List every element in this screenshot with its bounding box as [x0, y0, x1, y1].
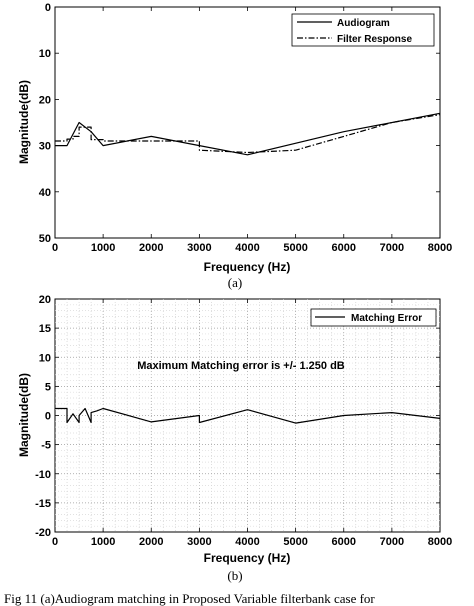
chart-a-ticks: 0 1000 2000 3000 4000 5000 6000 7000 8000 0 10 20 30…	[39, 2, 452, 254]
chart-a-xlabel: Frequency (Hz)	[204, 260, 291, 274]
chart-b-legend: Matching Error	[310, 308, 437, 327]
x-tick-label: 7000	[380, 242, 404, 254]
chart-a-series	[55, 112, 441, 156]
x-tick-label: 3000	[187, 536, 211, 548]
y-tick-label: 15	[39, 323, 51, 335]
y-tick-label: 40	[39, 187, 51, 199]
chart-a-ylabel: Magnitude(dB)	[17, 80, 31, 164]
x-tick-label: 3000	[187, 242, 211, 254]
chart-b-grid	[55, 299, 440, 532]
chart-b-ticks: 0 1000 2000 3000 4000 5000 6000 7000 8000 20 15 10 5…	[35, 294, 452, 548]
x-tick-label: 7000	[380, 536, 404, 548]
chart-a-sublabel: (a)	[228, 275, 242, 290]
x-tick-label: 2000	[139, 242, 163, 254]
y-tick-label: 0	[45, 411, 51, 423]
y-tick-label: 30	[39, 141, 51, 153]
legend-label-audiogram: Audiogram	[337, 18, 390, 29]
y-tick-label: -20	[35, 527, 51, 539]
x-tick-label: 4000	[235, 536, 259, 548]
chart-b-sublabel: (b)	[227, 568, 242, 583]
y-tick-label: 0	[45, 2, 51, 14]
y-tick-label: 5	[45, 381, 51, 393]
y-tick-label: 50	[39, 233, 51, 245]
figure-caption: Fig 11 (a)Audiogram matching in Proposed…	[4, 591, 375, 606]
x-tick-label: 6000	[332, 242, 356, 254]
x-tick-label: 5000	[283, 536, 307, 548]
chart-b-ylabel: Magnitude(dB)	[17, 373, 31, 457]
y-tick-label: -10	[35, 469, 51, 481]
chart-a: 0 1000 2000 3000 4000 5000 6000 7000 8000 0 10 20 30…	[17, 2, 452, 290]
series-line-filter-response	[55, 114, 441, 154]
x-tick-label: 4000	[235, 242, 259, 254]
x-tick-label: 0	[52, 536, 58, 548]
chart-b-legend-box	[310, 308, 437, 327]
y-tick-label: 20	[39, 294, 51, 306]
y-tick-label: 20	[39, 94, 51, 106]
x-tick-label: 6000	[332, 536, 356, 548]
x-tick-label: 1000	[91, 536, 115, 548]
x-tick-label: 8000	[428, 536, 452, 548]
x-tick-label: 5000	[283, 242, 307, 254]
y-tick-label: -15	[35, 498, 51, 510]
legend-label-matching-error: Matching Error	[351, 313, 422, 324]
chart-a-legend-box	[291, 13, 435, 47]
x-tick-label: 2000	[139, 536, 163, 548]
chart-b: 0 1000 2000 3000 4000 5000 6000 7000 8000 20 15 10 5…	[17, 294, 452, 583]
x-tick-label: 8000	[428, 242, 452, 254]
chart-b-series	[55, 407, 441, 424]
x-tick-label: 1000	[91, 242, 115, 254]
y-tick-label: 10	[39, 48, 51, 60]
y-tick-label: 10	[39, 352, 51, 364]
chart-b-xlabel: Frequency (Hz)	[204, 551, 291, 565]
chart-a-legend: Audiogram Filter Response	[291, 13, 435, 47]
x-tick-label: 0	[52, 242, 58, 254]
chart-b-annotation: Maximum Matching error is +/- 1.250 dB	[137, 360, 345, 372]
y-tick-label: -5	[41, 440, 51, 452]
series-line-matching-error	[55, 407, 441, 424]
legend-label-filter-response: Filter Response	[337, 34, 412, 45]
